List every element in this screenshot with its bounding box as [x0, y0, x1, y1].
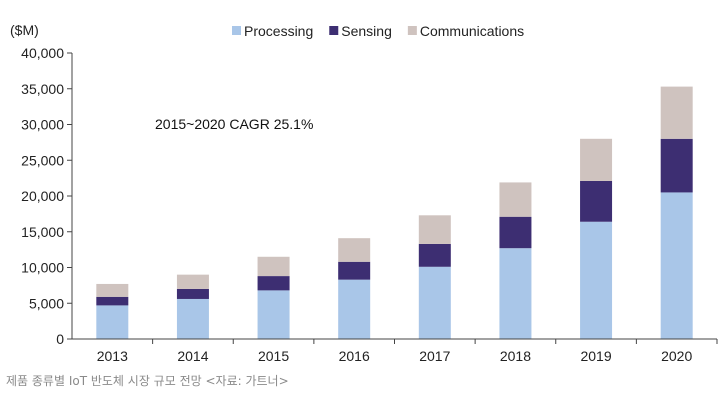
bar-segment-processing-2014 [176, 298, 209, 339]
bar-segment-sensing-2018 [499, 216, 532, 249]
legend-swatch-processing [232, 26, 241, 35]
source-caption: 제품 종류별 IoT 반도체 시장 규모 전망 <자료: 가트너> [6, 374, 289, 388]
y-tick-label: 5,000 [29, 295, 64, 311]
y-tick-label: 30,000 [21, 117, 64, 133]
bar-segment-communications-2019 [580, 138, 613, 181]
bar-segment-sensing-2017 [418, 243, 451, 267]
y-tick-label: 15,000 [21, 224, 64, 240]
legend-label-sensing: Sensing [341, 23, 392, 39]
cagr-annotation: 2015~2020 CAGR 25.1% [155, 116, 313, 132]
y-tick-label: 10,000 [21, 260, 64, 276]
bar-segment-sensing-2013 [96, 296, 129, 306]
bar-segment-communications-2017 [418, 215, 451, 244]
x-axis: 2013 2014 2015 2016 2017 2018 2019 2020 [72, 338, 718, 364]
bar-segment-communications-2016 [338, 238, 371, 262]
y-axis-unit-label: ($M) [10, 22, 39, 38]
x-tick-label: 2016 [339, 348, 370, 364]
x-tick-label: 2019 [580, 348, 611, 364]
bar-segment-communications-2015 [257, 256, 290, 277]
legend: Processing Sensing Communications [232, 23, 524, 39]
y-tick-label: 20,000 [21, 188, 64, 204]
x-tick-label: 2014 [177, 348, 208, 364]
bar-segment-sensing-2019 [580, 180, 613, 222]
x-tick-label: 2018 [500, 348, 531, 364]
bar-segment-processing-2018 [499, 248, 532, 339]
x-tick-label: 2017 [419, 348, 450, 364]
bar-segment-communications-2014 [176, 274, 209, 289]
legend-label-processing: Processing [244, 23, 313, 39]
bar-segment-sensing-2016 [338, 261, 371, 280]
bar-segment-processing-2020 [660, 192, 693, 339]
legend-swatch-communications [407, 26, 417, 35]
y-axis: 0 5,000 10,000 15,000 20,000 25,000 30,000 35,0… [21, 45, 73, 347]
bar-segment-processing-2019 [580, 221, 613, 339]
legend-label-communications: Communications [420, 23, 524, 39]
legend-swatch-sensing [329, 26, 339, 35]
bar-segment-processing-2013 [96, 305, 129, 339]
y-tick-label: 0 [56, 331, 64, 347]
bar-segment-communications-2020 [660, 86, 693, 139]
bar-segment-sensing-2020 [660, 138, 693, 193]
bar-segment-sensing-2014 [176, 288, 209, 299]
bar-segment-communications-2018 [499, 182, 532, 217]
bar-segment-processing-2017 [418, 266, 451, 339]
bars [96, 86, 693, 339]
bar-segment-communications-2013 [96, 283, 129, 297]
bar-segment-processing-2016 [338, 279, 371, 339]
bar-segment-processing-2015 [257, 290, 290, 339]
y-tick-label: 35,000 [21, 81, 64, 97]
y-tick-label: 25,000 [21, 152, 64, 168]
bar-segment-sensing-2015 [257, 276, 290, 291]
x-tick-label: 2020 [661, 348, 692, 364]
stacked-bar-chart: ($M) Processing Sensing Communications 201… [10, 22, 718, 364]
x-tick-label: 2013 [97, 348, 128, 364]
x-tick-label: 2015 [258, 348, 289, 364]
y-tick-label: 40,000 [21, 45, 64, 61]
